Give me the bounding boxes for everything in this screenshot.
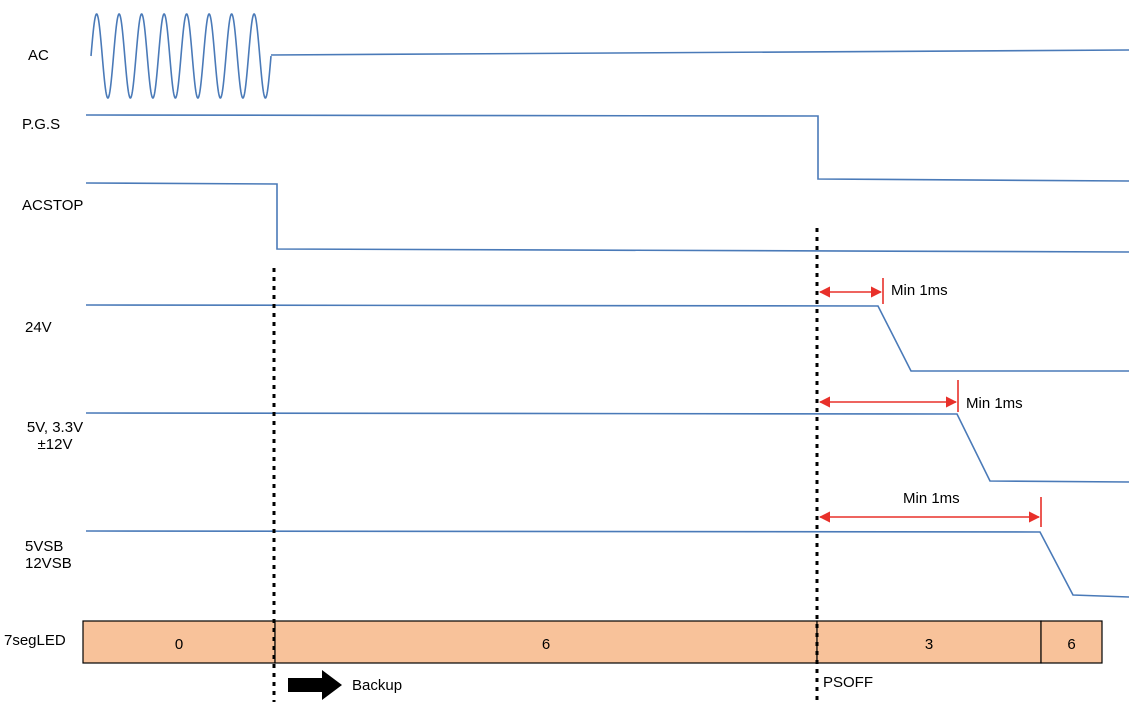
vsb-waveform [85,530,1129,598]
seg-value-0: 0 [174,636,184,653]
v5-waveform [85,412,1129,483]
v24-waveform [85,304,1129,372]
seg-cell-3 [1040,620,1103,664]
label-5v-line1: 5V, 3.3V [26,419,84,436]
min3-label: Min 1ms [903,490,960,507]
seg-cell-2 [816,620,1042,664]
label-vsb-line1: 5VSB [25,538,64,555]
backup-arrow-icon [288,670,342,700]
min1-label: Min 1ms [891,282,948,299]
psoff-label: PSOFF [823,674,874,691]
seg-cell-1 [274,620,818,664]
pgs-waveform [85,114,1129,182]
seg-value-2: 3 [924,636,934,653]
min2-label: Min 1ms [966,395,1023,412]
label-5v-line2: ±12V [37,436,73,453]
ac-waveform [90,13,272,99]
label-vsb: 5VSB 12VSB [25,538,72,572]
label-vsb-line2: 12VSB [25,555,72,572]
label-24v: 24V [25,319,52,336]
seg-value-1: 6 [541,636,551,653]
label-acstop: ACSTOP [22,197,84,214]
seg-value-3: 6 [1067,636,1076,653]
seg-cell-0 [82,620,276,664]
label-ac: AC [28,47,49,64]
ac-flat-line [270,49,1129,56]
backup-label: Backup [352,677,403,694]
acstop-waveform [85,182,1129,253]
label-5v: 5V, 3.3V ±12V [20,419,90,453]
label-7seg: 7segLED [4,632,66,649]
label-pgs: P.G.S [22,116,61,133]
